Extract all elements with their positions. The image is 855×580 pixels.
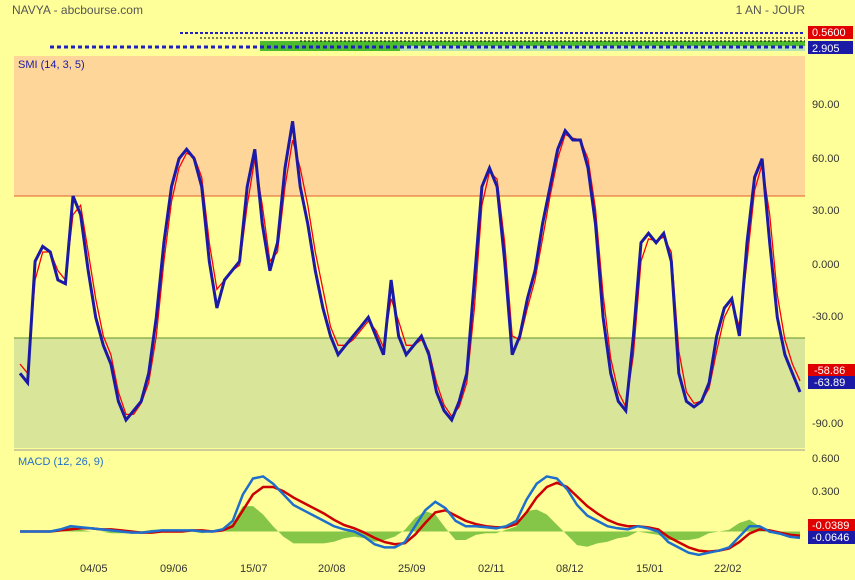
period-label: 1 AN - JOUR xyxy=(735,3,805,17)
macd-last-main-value: -0.0646 xyxy=(812,532,849,544)
smi-last-signal-bg xyxy=(808,364,855,376)
x-label-15-01: 15/01 xyxy=(636,563,664,575)
macd-histogram-area xyxy=(20,506,800,547)
macd-last-main-bg xyxy=(808,531,855,544)
x-label-22-02: 22/02 xyxy=(714,563,742,575)
price-band-light xyxy=(400,46,805,51)
smi-oversold-zone xyxy=(14,338,805,448)
x-label-02-11: 02/11 xyxy=(478,563,505,575)
x-label-09-06: 09/06 xyxy=(160,563,188,575)
macd-signal-line xyxy=(20,481,801,553)
x-label-08-12: 08/12 xyxy=(556,563,584,575)
price-label-blue: 2.905 xyxy=(812,43,840,55)
smi-tick-minus-30: -30.00 xyxy=(812,311,843,323)
macd-histogram xyxy=(20,506,800,547)
smi-tick-60: 60.00 xyxy=(812,153,840,165)
macd-last-signal-value: -0.0389 xyxy=(812,520,849,532)
smi-panel: SMI (14, 3, 5) 90.00 60.00 30.00 0.000 -… xyxy=(14,56,855,448)
x-label-04-05: 04/05 xyxy=(80,563,108,575)
smi-tick-30: 30.00 xyxy=(812,205,840,217)
macd-panel: MACD (12, 26, 9) 0.600 0.300 -0.0389 -0.… xyxy=(18,453,855,557)
price-label-red-bg xyxy=(808,26,853,39)
smi-main-line xyxy=(18,121,802,423)
x-label-25-09: 25/09 xyxy=(398,563,426,575)
macd-tick-0-6: 0.600 xyxy=(812,453,840,465)
smi-last-main-bg xyxy=(808,376,855,389)
smi-tick-0: 0.000 xyxy=(812,259,840,271)
chart-source-title: NAVYA - abcbourse.com xyxy=(12,3,143,17)
price-label-red: 0.5600 xyxy=(812,27,846,39)
macd-tick-0-3: 0.300 xyxy=(812,486,840,498)
smi-overbought-zone xyxy=(14,56,805,196)
smi-last-main-value: -63.89 xyxy=(814,377,845,389)
x-axis: 04/05 09/06 15/07 20/08 25/09 02/11 08/1… xyxy=(80,563,742,575)
x-label-15-07: 15/07 xyxy=(240,563,268,575)
price-label-blue-bg xyxy=(808,41,853,54)
macd-main-line xyxy=(20,475,801,557)
x-label-20-08: 20/08 xyxy=(318,563,346,575)
smi-tick-minus-90: -90.00 xyxy=(812,418,843,430)
macd-last-signal-bg xyxy=(808,519,855,531)
macd-title: MACD (12, 26, 9) xyxy=(18,456,104,468)
smi-title: SMI (14, 3, 5) xyxy=(18,59,85,71)
smi-tick-90: 90.00 xyxy=(812,99,840,111)
smi-signal-line xyxy=(19,133,801,418)
price-panel: 0.5600 2.905 xyxy=(50,26,853,55)
smi-last-signal-value: -58.86 xyxy=(814,365,845,377)
